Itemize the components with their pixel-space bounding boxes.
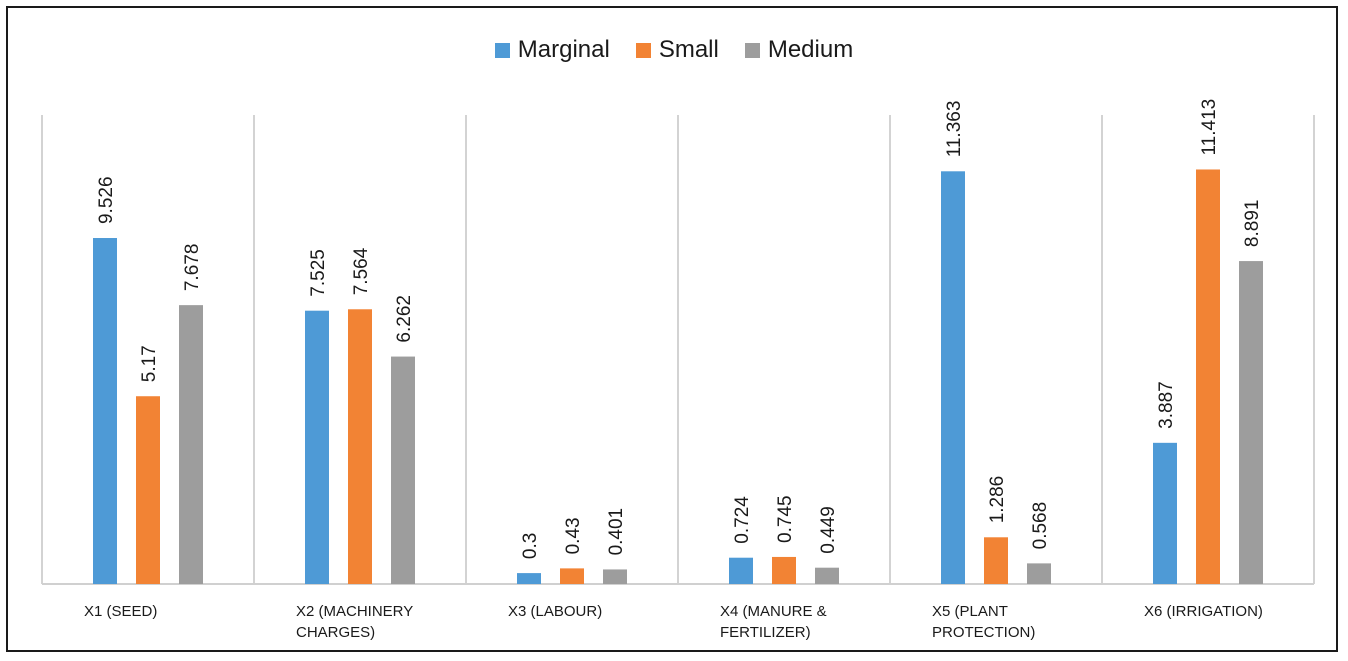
data-label-medium: 8.891: [1242, 200, 1263, 248]
data-label-marginal: 0.724: [732, 496, 753, 544]
data-label-medium: 6.262: [394, 295, 415, 343]
legend-swatch-small: [635, 42, 651, 58]
legend-swatch-medium: [744, 42, 760, 58]
data-label-small: 11.413: [1199, 99, 1220, 156]
legend-item-small: Small: [635, 36, 719, 64]
category-label: X2 (MACHINERY CHARGES): [296, 603, 413, 641]
bar-medium: [815, 567, 839, 584]
legend-label-medium: Medium: [767, 36, 854, 63]
category-label: X3 (LABOUR): [508, 603, 602, 620]
bar-small: [560, 568, 584, 584]
data-label-marginal: 0.3: [520, 533, 541, 559]
legend-swatch-marginal: [494, 42, 510, 58]
data-label-small: 7.564: [351, 247, 372, 295]
bar-medium: [603, 569, 627, 584]
category-label: X4 (MANURE & FERTILIZER): [720, 603, 827, 641]
bar-small: [984, 537, 1008, 584]
data-label-medium: 7.678: [182, 244, 203, 292]
bar-medium: [1239, 261, 1263, 584]
bar-marginal: [305, 310, 329, 584]
legend-item-medium: Medium: [744, 36, 854, 64]
chart-frame: [6, 6, 1338, 652]
bar-small: [136, 396, 160, 584]
data-label-marginal: 3.887: [1156, 381, 1177, 429]
data-label-marginal: 11.363: [944, 101, 965, 158]
data-label-small: 0.43: [563, 517, 584, 554]
bar-small: [1196, 169, 1220, 584]
data-label-marginal: 7.525: [308, 249, 329, 297]
bar-medium: [179, 305, 203, 584]
bar-small: [772, 556, 796, 584]
bar-small: [348, 309, 372, 584]
legend-item-marginal: Marginal: [494, 36, 610, 64]
bar-marginal: [93, 238, 117, 584]
data-label-small: 1.286: [987, 476, 1008, 524]
bar-marginal: [517, 573, 541, 584]
chart-legend: Marginal Small Medium: [0, 36, 1348, 64]
category-label: X5 (PLANT PROTECTION): [932, 603, 1035, 641]
bar-marginal: [729, 557, 753, 584]
legend-label-small: Small: [658, 36, 719, 63]
data-label-small: 5.17: [139, 345, 160, 382]
data-label-medium: 0.449: [818, 506, 839, 554]
data-label-small: 0.745: [775, 495, 796, 543]
category-label: X1 (SEED): [84, 603, 157, 620]
data-label-medium: 0.401: [606, 508, 627, 556]
data-label-medium: 0.568: [1030, 502, 1051, 550]
legend-label-marginal: Marginal: [517, 36, 610, 63]
bar-marginal: [941, 171, 965, 584]
category-label: X6 (IRRIGATION): [1144, 603, 1263, 620]
bar-marginal: [1153, 442, 1177, 584]
bar-medium: [391, 356, 415, 584]
data-label-marginal: 9.526: [96, 176, 117, 224]
bar-medium: [1027, 563, 1051, 584]
